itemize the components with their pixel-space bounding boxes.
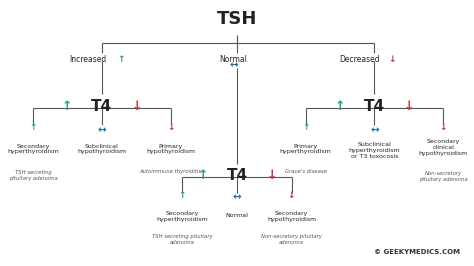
Text: Grave's disease: Grave's disease — [285, 169, 327, 174]
Text: TSH: TSH — [217, 10, 257, 28]
Text: ↔: ↔ — [229, 60, 238, 70]
Text: Increased: Increased — [69, 55, 106, 64]
Text: ↓: ↓ — [131, 100, 142, 113]
Text: ↔: ↔ — [98, 125, 106, 135]
Text: ↑: ↑ — [197, 169, 208, 182]
Text: ↔: ↔ — [370, 125, 379, 135]
Text: ↑: ↑ — [302, 123, 310, 132]
Text: Normal: Normal — [220, 55, 247, 64]
Text: ↓: ↓ — [266, 169, 277, 182]
Text: Secondary
hyperthyroidism: Secondary hyperthyroidism — [156, 211, 209, 222]
Text: T4: T4 — [364, 99, 385, 114]
Text: TSH secreting
pituitary adenoma: TSH secreting pituitary adenoma — [9, 170, 57, 181]
Text: Normal: Normal — [226, 213, 248, 218]
Text: TSH secreting pituitary
adenoma: TSH secreting pituitary adenoma — [152, 234, 213, 245]
Text: ↔: ↔ — [233, 193, 241, 203]
Text: Non-secretory
pituitary adenoma: Non-secretory pituitary adenoma — [419, 172, 467, 182]
Text: Subclinical
hypothyroidism: Subclinical hypothyroidism — [77, 144, 127, 154]
Text: ↑: ↑ — [335, 100, 345, 113]
Text: Subclinical
hyperthyroidism
or T3 toxocosis: Subclinical hyperthyroidism or T3 toxoco… — [348, 142, 401, 159]
Text: Primary
hypothyroidism: Primary hypothyroidism — [146, 144, 195, 154]
Text: T4: T4 — [227, 168, 247, 183]
Text: ↓: ↓ — [167, 123, 174, 132]
Text: ↓: ↓ — [389, 55, 396, 64]
Text: ↓: ↓ — [439, 123, 447, 132]
Text: Non-secretory pituitary
adenoma: Non-secretory pituitary adenoma — [261, 234, 322, 245]
Text: ↓: ↓ — [404, 100, 414, 113]
Text: © GEEKYMEDICS.COM: © GEEKYMEDICS.COM — [374, 249, 460, 255]
Text: Secondary
hyperthyroidism: Secondary hyperthyroidism — [7, 144, 59, 154]
Text: Secondary
hypothyroidism: Secondary hypothyroidism — [267, 211, 316, 222]
Text: Autoimmune thyroiditis: Autoimmune thyroiditis — [139, 169, 202, 174]
Text: T4: T4 — [91, 99, 112, 114]
Text: Secondary
clinical
hypothyroidism: Secondary clinical hypothyroidism — [419, 139, 468, 156]
Text: ↑: ↑ — [29, 123, 37, 132]
Text: Decreased: Decreased — [339, 55, 380, 64]
Text: ↑: ↑ — [179, 191, 186, 200]
Text: Primary
hyperthyroidism: Primary hyperthyroidism — [280, 144, 332, 154]
Text: ↑: ↑ — [117, 55, 125, 64]
Text: ↑: ↑ — [62, 100, 73, 113]
Text: ↓: ↓ — [288, 191, 295, 200]
